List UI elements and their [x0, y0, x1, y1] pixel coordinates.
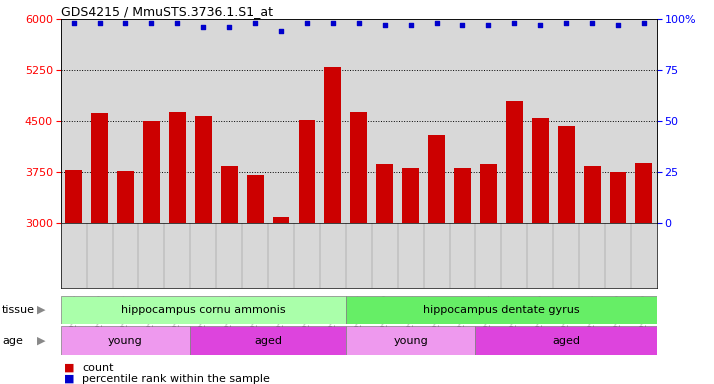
- Point: [560, 20, 572, 26]
- Bar: [61, 326, 191, 355]
- Point: [249, 20, 261, 26]
- Point: [353, 20, 364, 26]
- Bar: [61, 296, 346, 324]
- Bar: [346, 326, 476, 355]
- Bar: [351, 112, 367, 223]
- Bar: [191, 326, 346, 355]
- Bar: [91, 113, 108, 223]
- Bar: [402, 169, 419, 223]
- Bar: [583, 166, 600, 223]
- Point: [586, 20, 598, 26]
- Text: count: count: [82, 363, 114, 373]
- Point: [613, 22, 624, 28]
- Bar: [298, 120, 316, 223]
- Text: GDS4215 / MmuSTS.3736.1.S1_at: GDS4215 / MmuSTS.3736.1.S1_at: [61, 5, 273, 18]
- Text: tissue: tissue: [2, 305, 35, 315]
- Text: young: young: [108, 336, 143, 346]
- Bar: [476, 326, 657, 355]
- Bar: [117, 171, 134, 223]
- Text: percentile rank within the sample: percentile rank within the sample: [82, 374, 270, 384]
- Point: [483, 22, 494, 28]
- Point: [535, 22, 546, 28]
- Text: ▶: ▶: [37, 305, 46, 315]
- Point: [276, 28, 287, 35]
- Bar: [65, 170, 82, 223]
- Text: hippocampus dentate gyrus: hippocampus dentate gyrus: [423, 305, 580, 315]
- Bar: [635, 163, 653, 223]
- Point: [457, 22, 468, 28]
- Point: [379, 22, 391, 28]
- Bar: [428, 134, 445, 223]
- Point: [405, 22, 416, 28]
- Bar: [558, 126, 575, 223]
- Bar: [480, 164, 497, 223]
- Text: ▶: ▶: [37, 336, 46, 346]
- Text: age: age: [2, 336, 23, 346]
- Bar: [532, 118, 548, 223]
- Point: [508, 20, 520, 26]
- Point: [120, 20, 131, 26]
- Text: ■: ■: [64, 374, 75, 384]
- Bar: [454, 168, 471, 223]
- Point: [146, 20, 157, 26]
- Bar: [324, 67, 341, 223]
- Point: [431, 20, 442, 26]
- Bar: [195, 116, 211, 223]
- Text: hippocampus cornu ammonis: hippocampus cornu ammonis: [121, 305, 286, 315]
- Bar: [346, 296, 657, 324]
- Point: [198, 24, 209, 30]
- Point: [327, 20, 338, 26]
- Text: young: young: [393, 336, 428, 346]
- Bar: [143, 121, 160, 223]
- Point: [171, 20, 183, 26]
- Point: [68, 20, 79, 26]
- Bar: [246, 175, 263, 223]
- Bar: [273, 217, 289, 223]
- Text: ■: ■: [64, 363, 75, 373]
- Point: [223, 24, 235, 30]
- Bar: [169, 112, 186, 223]
- Point: [301, 20, 313, 26]
- Text: aged: aged: [254, 336, 282, 346]
- Bar: [506, 101, 523, 223]
- Text: aged: aged: [552, 336, 580, 346]
- Bar: [376, 164, 393, 223]
- Point: [94, 20, 105, 26]
- Point: [638, 20, 650, 26]
- Bar: [610, 172, 626, 223]
- Bar: [221, 166, 238, 223]
